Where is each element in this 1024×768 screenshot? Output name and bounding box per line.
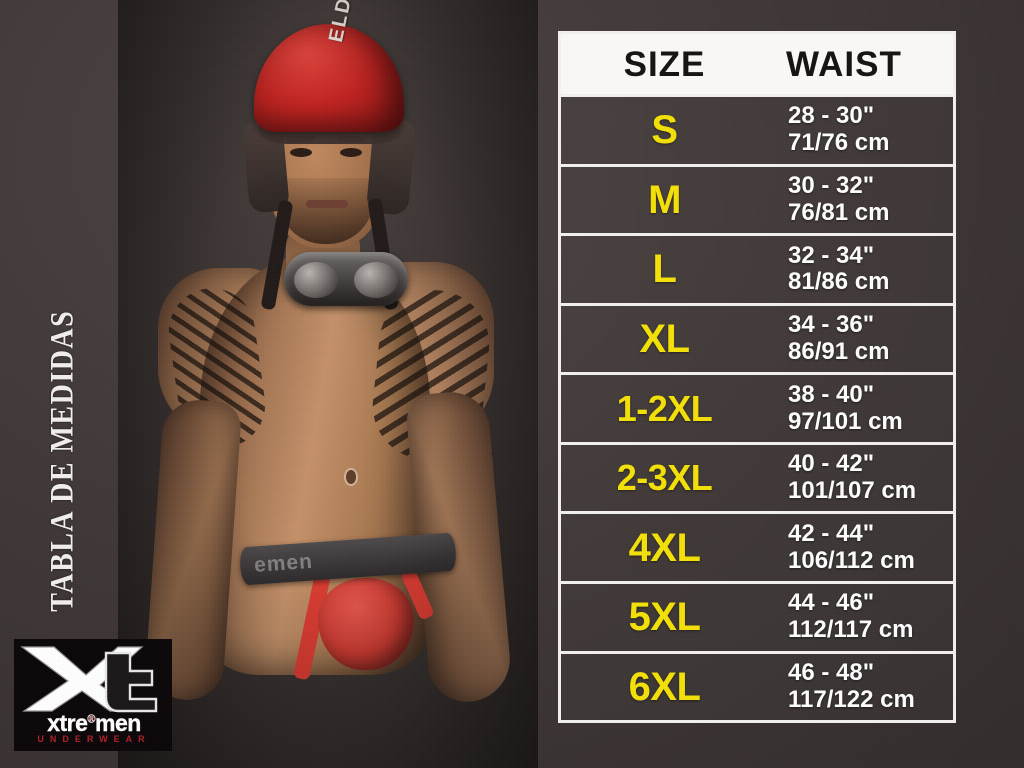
waist-centimeters: 112/117 cm <box>788 616 914 644</box>
table-row: 2-3XL 40 - 42" 101/107 cm <box>561 441 953 512</box>
waist-centimeters: 106/112 cm <box>788 546 915 574</box>
waistband-text: emen <box>253 549 314 577</box>
goggles <box>284 252 408 306</box>
waist-inches: 30 - 32" <box>788 171 875 199</box>
helmet-liner <box>258 104 402 144</box>
size-chart-table: SIZE WAIST S 28 - 30" 71/76 cm M 30 - 32" 76/… <box>558 31 956 723</box>
table-row: 4XL 42 - 44" 106/112 cm <box>561 511 953 581</box>
cell-waist: 38 - 40" 97/101 cm <box>776 380 953 436</box>
logo-word-1: xtre <box>47 709 88 736</box>
cell-size: XL <box>639 316 690 361</box>
waist-inches: 28 - 30" <box>788 102 875 130</box>
beard <box>278 178 374 244</box>
cell-size: S <box>651 108 678 153</box>
cell-waist: 40 - 42" 101/107 cm <box>776 450 953 505</box>
cell-size: 2-3XL <box>616 457 713 499</box>
eyebrow-right <box>336 135 366 143</box>
goggle-lens-right <box>354 262 398 298</box>
waist-inches: 44 - 46" <box>788 589 875 617</box>
torso <box>200 255 430 675</box>
table-row: 5XL 44 - 46" 112/117 cm <box>561 580 953 651</box>
table-row: 6XL 46 - 48" 117/122 cm <box>561 650 953 721</box>
waist-inches: 34 - 36" <box>788 311 875 339</box>
model-photo: ELD emen <box>118 0 538 768</box>
logo-word-2: men <box>95 709 142 736</box>
waist-inches: 32 - 34" <box>788 241 875 269</box>
shoulder-left <box>158 268 278 438</box>
table-row: M 30 - 32" 76/81 cm <box>561 163 953 234</box>
helmet-strap-right <box>367 197 399 311</box>
goggle-lens-left <box>294 262 338 298</box>
waist-centimeters: 76/81 cm <box>788 198 890 226</box>
tattoo-left-arm <box>163 282 271 454</box>
cell-size: 4XL <box>628 525 701 570</box>
table-row: XL 34 - 36" 86/91 cm <box>561 302 953 373</box>
cell-waist: 44 - 46" 112/117 cm <box>776 589 953 644</box>
garment-strap-left <box>292 571 332 681</box>
cell-size: 6XL <box>628 664 701 709</box>
helmet <box>254 24 404 132</box>
waist-centimeters: 86/91 cm <box>788 337 890 365</box>
brand-logo: xtre®men UNDERWEAR <box>14 639 172 751</box>
table-header-row: SIZE WAIST <box>561 34 953 94</box>
mouth <box>306 200 348 208</box>
cell-size: M <box>648 177 681 222</box>
cell-size: L <box>652 247 677 292</box>
logo-tagline: UNDERWEAR <box>37 734 151 744</box>
eyebrow-left <box>286 135 316 143</box>
cell-waist: 32 - 34" 81/86 cm <box>776 241 953 297</box>
cell-waist: 28 - 30" 71/76 cm <box>776 103 953 157</box>
waist-centimeters: 81/86 cm <box>788 268 890 296</box>
table-row: L 32 - 34" 81/86 cm <box>561 233 953 303</box>
helmet-ear-pad-left <box>242 118 290 214</box>
neck <box>286 228 360 298</box>
logo-registered-mark: ® <box>87 712 95 725</box>
tattoo-right-chest <box>367 284 495 466</box>
cell-waist: 42 - 44" 106/112 cm <box>776 519 953 575</box>
eye-right <box>340 148 362 157</box>
table-row: 1-2XL 38 - 40" 97/101 cm <box>561 372 953 442</box>
table-body: S 28 - 30" 71/76 cm M 30 - 32" 76/81 cm L 32 - … <box>561 94 953 720</box>
helmet-strap-left <box>260 199 294 311</box>
waist-centimeters: 97/101 cm <box>788 407 903 435</box>
waist-inches: 40 - 42" <box>788 450 875 478</box>
page-title: SIZE CHART <box>0 230 14 617</box>
cell-size: 1-2XL <box>616 387 713 429</box>
cell-waist: 46 - 48" 117/122 cm <box>776 658 953 714</box>
navel-piercing <box>346 470 356 484</box>
table-row: S 28 - 30" 71/76 cm <box>561 94 953 164</box>
waist-inches: 42 - 44" <box>788 519 875 547</box>
helmet-text: ELD <box>324 0 357 45</box>
head <box>268 96 386 248</box>
garment-strap-right <box>400 567 435 621</box>
title-block: SIZE CHART TABLA DE MEDIDAS <box>0 0 140 620</box>
cell-waist: 34 - 36" 86/91 cm <box>776 311 953 366</box>
arm-right <box>404 389 514 705</box>
waist-centimeters: 71/76 cm <box>788 129 890 157</box>
cell-waist: 30 - 32" 76/81 cm <box>776 171 953 227</box>
garment-pouch <box>318 578 414 670</box>
waist-inches: 38 - 40" <box>788 380 875 408</box>
page-subtitle: TABLA DE MEDIDAS <box>44 310 81 612</box>
waist-centimeters: 101/107 cm <box>788 477 917 505</box>
waist-centimeters: 117/122 cm <box>788 685 915 713</box>
cell-size: 5XL <box>628 595 701 640</box>
tattoo-armband <box>428 445 496 479</box>
column-header-waist: WAIST <box>786 44 902 84</box>
column-header-size: SIZE <box>623 44 706 84</box>
logo-wordmark: xtre®men <box>20 711 168 735</box>
shoulder-right <box>366 262 494 442</box>
eye-left <box>290 148 312 157</box>
helmet-ear-pad-right <box>365 116 417 216</box>
xt-monogram-icon <box>20 646 158 713</box>
waist-inches: 46 - 48" <box>788 658 875 686</box>
waistband <box>238 532 458 586</box>
